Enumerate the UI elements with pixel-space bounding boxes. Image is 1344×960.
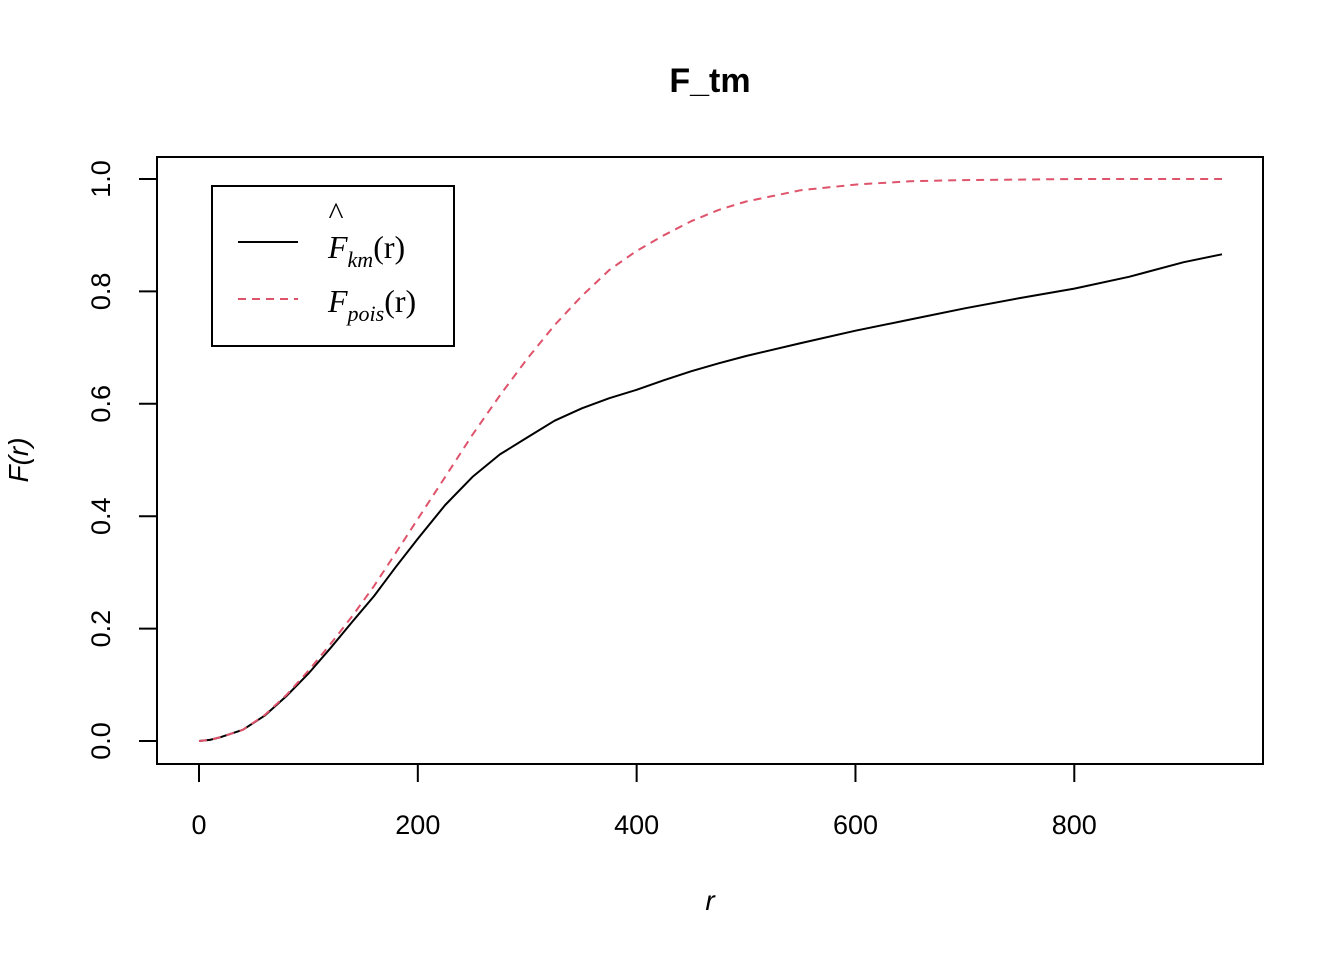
y-axis-label: F(r) — [3, 437, 34, 482]
x-axis: 0 200 400 600 800 — [191, 763, 1097, 840]
series-line-km — [198, 253, 1223, 742]
x-tick-label: 0 — [191, 810, 206, 840]
x-tick-label: 600 — [833, 810, 878, 840]
legend-arg-km: (r) — [373, 229, 405, 265]
series-line-pois — [198, 178, 1222, 742]
legend-label-km: Fkm(r) — [327, 229, 405, 272]
y-tick-label: 0.0 — [86, 722, 116, 760]
y-tick-label: 0.8 — [86, 273, 116, 311]
x-axis-label: r — [705, 885, 716, 916]
y-tick-label: 0.4 — [86, 497, 116, 535]
legend: ^ Fkm(r) Fpois(r) — [211, 185, 455, 347]
x-tick-label: 800 — [1052, 810, 1097, 840]
y-tick-label: 0.6 — [86, 385, 116, 423]
chart-title: F_tm — [669, 62, 750, 100]
y-axis: 0.0 0.2 0.4 0.6 0.8 1.0 — [86, 160, 158, 760]
legend-box — [211, 185, 455, 347]
x-tick-label: 400 — [614, 810, 659, 840]
series-group — [198, 178, 1223, 742]
legend-sub-pois: pois — [346, 301, 385, 326]
legend-hat: ^ — [328, 195, 343, 231]
legend-main-pois: F — [327, 283, 348, 319]
legend-arg-pois: (r) — [384, 283, 416, 319]
legend-sub-km: km — [348, 247, 374, 272]
legend-main-km: F — [327, 229, 348, 265]
y-tick-label: 0.2 — [86, 610, 116, 648]
x-tick-label: 200 — [395, 810, 440, 840]
legend-label-pois: Fpois(r) — [327, 283, 416, 326]
y-tick-label: 1.0 — [86, 160, 116, 198]
